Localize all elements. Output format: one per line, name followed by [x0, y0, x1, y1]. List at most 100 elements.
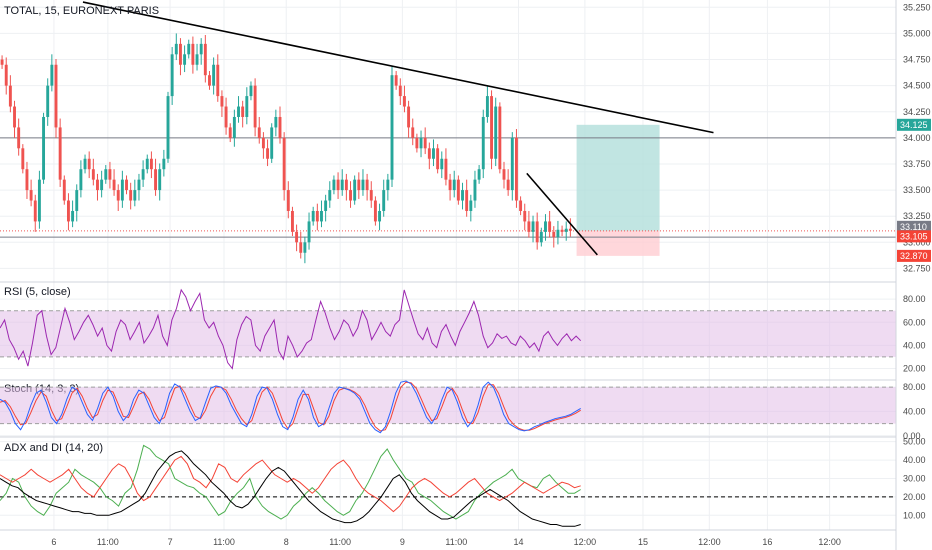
candle-body — [378, 210, 382, 222]
candle-body — [116, 190, 120, 201]
candle-body — [473, 179, 477, 201]
candle-body — [436, 148, 440, 170]
candle-body — [490, 96, 494, 159]
candle-body — [465, 190, 469, 211]
price-tick-label: 34.500 — [903, 81, 931, 91]
trendline[interactable] — [82, 1, 714, 134]
candle-body — [42, 116, 46, 180]
adx-tick-label: 20.00 — [903, 492, 926, 502]
candle-body — [539, 231, 543, 243]
price-tick-label: 33.750 — [903, 159, 931, 169]
candle-body — [485, 96, 489, 117]
candle-body — [257, 127, 261, 138]
long-position-tool[interactable] — [576, 124, 660, 256]
candle-body — [361, 179, 365, 191]
candle-body — [83, 158, 87, 170]
candle-body — [91, 169, 95, 180]
candle-body — [527, 221, 531, 232]
candle-body — [154, 169, 158, 191]
candle-body — [332, 179, 336, 191]
candle-body — [461, 190, 464, 201]
candle-body — [79, 169, 83, 191]
take-profit-zone[interactable] — [576, 124, 660, 231]
price-tick-label: 35.000 — [903, 28, 931, 38]
price-badge-label: 32.870 — [900, 251, 928, 261]
rsi-pane[interactable]: RSI (5, close) — [0, 286, 896, 370]
trendlines[interactable] — [82, 1, 714, 256]
time-tick-label: 15 — [638, 537, 648, 547]
candle-body — [411, 127, 415, 138]
candle-body — [432, 148, 435, 159]
adx-tick-label: 50.00 — [903, 437, 926, 447]
price-pane[interactable]: TOTAL, 15, EURONEXT PARIS — [0, 1, 896, 264]
stoch-tick-label: 0.00 — [903, 431, 921, 441]
price-tick-label: 35.250 — [903, 2, 931, 12]
candle-body — [353, 179, 357, 201]
candle-body — [535, 221, 539, 243]
candle-body — [349, 190, 352, 201]
candle-body — [340, 179, 344, 191]
candle-body — [448, 179, 452, 191]
candle-body — [62, 179, 66, 201]
candle-body — [58, 127, 62, 180]
candle-body — [303, 242, 307, 253]
time-tick-label: 14 — [514, 537, 524, 547]
candle-body — [402, 96, 406, 107]
rsi-tick-label: 60.00 — [903, 317, 926, 327]
time-tick-label: 11:00 — [213, 537, 235, 547]
candle-body — [195, 54, 199, 65]
candle-body — [166, 96, 170, 159]
time-tick-label: 8 — [284, 537, 289, 547]
candle-body — [506, 179, 510, 191]
candle-body — [183, 54, 187, 65]
candle-body — [502, 169, 506, 180]
candle-body — [125, 179, 128, 191]
candle-body — [278, 116, 282, 138]
candle-body — [149, 158, 153, 170]
candle-body — [423, 137, 427, 149]
candle-body — [245, 96, 249, 117]
stoch-d-line — [0, 381, 581, 432]
candle-body — [120, 179, 124, 201]
candle-body — [419, 137, 423, 149]
candle-body — [444, 158, 448, 180]
candle-body — [440, 158, 444, 170]
candle-body — [270, 127, 274, 159]
candle-body — [336, 179, 340, 191]
stoch-k-line — [0, 380, 581, 434]
candle-body — [71, 210, 75, 222]
candle-body — [141, 169, 145, 180]
candle-body — [29, 190, 33, 201]
candle-body — [174, 43, 178, 55]
candle-body — [469, 200, 473, 211]
price-tick-label: 33.500 — [903, 185, 931, 195]
candle-body — [212, 64, 216, 86]
trendline[interactable] — [526, 172, 598, 256]
axes[interactable]: 35.250 35.000 34.750 34.500 34.250 34.000 33.7… — [897, 2, 931, 520]
candle-body — [46, 85, 50, 117]
time-tick-label: 11:00 — [97, 537, 119, 547]
rsi-tick-label: 20.00 — [903, 363, 926, 373]
candle-body — [158, 169, 162, 191]
candle-body — [311, 210, 315, 222]
time-tick-label: 6 — [51, 537, 56, 547]
time-tick-label: 11:00 — [445, 537, 467, 547]
rsi-pane-title: RSI (5, close) — [4, 286, 71, 298]
candle-body — [216, 64, 220, 97]
candle-body — [407, 106, 411, 128]
stoch-pane[interactable]: Stoch (14, 3, 3) — [0, 380, 896, 434]
candle-body — [307, 221, 311, 243]
price-badge: 33.110 — [897, 220, 931, 233]
candle-body — [232, 116, 236, 138]
time-axis[interactable]: 6 11:00 7 11:00 8 11:00 9 11:00 14 12:00 15 12:00 16… — [51, 537, 840, 547]
adx-pane[interactable]: ADX and DI (14, 20) — [0, 442, 896, 527]
stop-loss-zone[interactable] — [576, 230, 660, 256]
candle-body — [560, 229, 564, 232]
price-tick-label: 34.250 — [903, 107, 931, 117]
rsi-line — [0, 288, 582, 370]
candle-body — [137, 179, 141, 191]
candle-body — [203, 43, 207, 76]
candlestick-series — [0, 33, 572, 264]
